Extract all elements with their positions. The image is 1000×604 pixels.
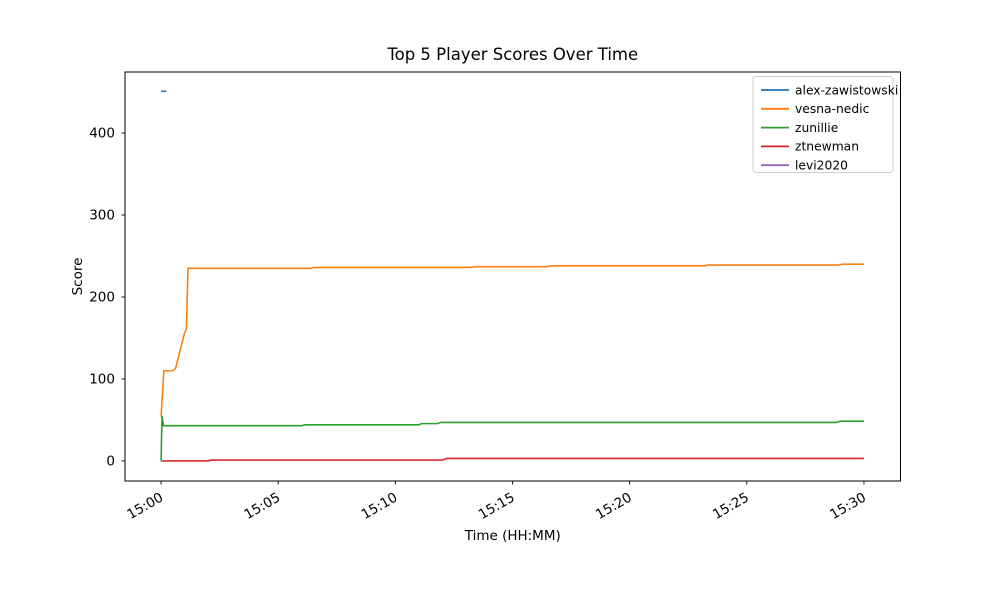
series-line-vesna-nedic (160, 263, 864, 417)
y-tick-label: 400 (89, 126, 115, 142)
x-tick-label: 15:10 (359, 490, 401, 523)
x-tick-label: 15:00 (124, 490, 166, 523)
legend-item: ztnewman (761, 140, 859, 154)
legend-item: vesna-nedic (761, 102, 869, 116)
y-tick-label: 200 (89, 289, 115, 305)
x-tick-label: 15:05 (242, 490, 284, 523)
y-axis-label: Score (70, 258, 86, 296)
legend-item: levi2020 (761, 159, 848, 173)
x-tick-label: 15:25 (710, 490, 752, 523)
x-tick-label: 15:15 (476, 490, 518, 523)
legend-item-label: vesna-nedic (795, 102, 869, 116)
chart-title: Top 5 Player Scores Over Time (386, 45, 638, 64)
legend-box (752, 76, 894, 173)
y-tick-label: 300 (89, 208, 115, 224)
series-layer (160, 90, 864, 462)
x-axis-label: Time (HH:MM) (464, 528, 561, 544)
y-tick-label: 100 (89, 371, 115, 387)
legend-item-label: levi2020 (795, 159, 848, 173)
y-tick-label: 0 (106, 453, 115, 469)
legend: alex-zawistowski vesna-nedic zunillie ztnew… (752, 76, 898, 173)
series-line-zunillie (160, 415, 864, 461)
legend-item-label: ztnewman (795, 140, 859, 154)
legend-item: zunillie (761, 121, 838, 135)
legend-item-label: zunillie (795, 121, 838, 135)
legend-item-label: alex-zawistowski (795, 83, 898, 97)
series-line-ztnewman (161, 457, 864, 462)
axes-spines (124, 71, 901, 482)
x-tick-label: 15:30 (827, 490, 869, 523)
x-tick-label: 15:20 (593, 490, 635, 523)
legend-item: alex-zawistowski (761, 83, 898, 97)
